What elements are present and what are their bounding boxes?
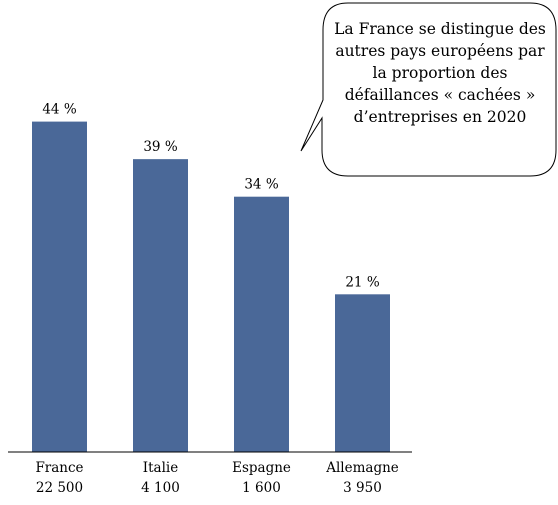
data-label: 21 % <box>345 274 379 290</box>
bar-espagne <box>234 196 289 452</box>
category-label: Allemagne <box>325 460 399 476</box>
category-label: Italie <box>143 460 178 476</box>
bars-group <box>32 121 390 453</box>
category-count-label: 22 500 <box>36 480 83 496</box>
bar-france <box>32 121 87 452</box>
category-count-label: 3 950 <box>343 480 382 496</box>
bar-italie <box>133 159 188 453</box>
category-count-label: 4 100 <box>141 480 180 496</box>
data-label: 39 % <box>143 139 177 155</box>
callout-bubble <box>300 2 557 177</box>
bar-allemagne <box>335 294 390 452</box>
data-label: 44 % <box>42 102 76 118</box>
labels-group: 44 % France 22 500 39 % Italie 4 100 34 % Espag… <box>35 102 398 496</box>
callout-text: La France se distingue des autres pays e… <box>334 20 546 126</box>
category-label: Espagne <box>232 460 291 476</box>
data-label: 34 % <box>244 177 278 193</box>
category-count-label: 1 600 <box>242 480 281 496</box>
category-label: France <box>35 460 83 476</box>
